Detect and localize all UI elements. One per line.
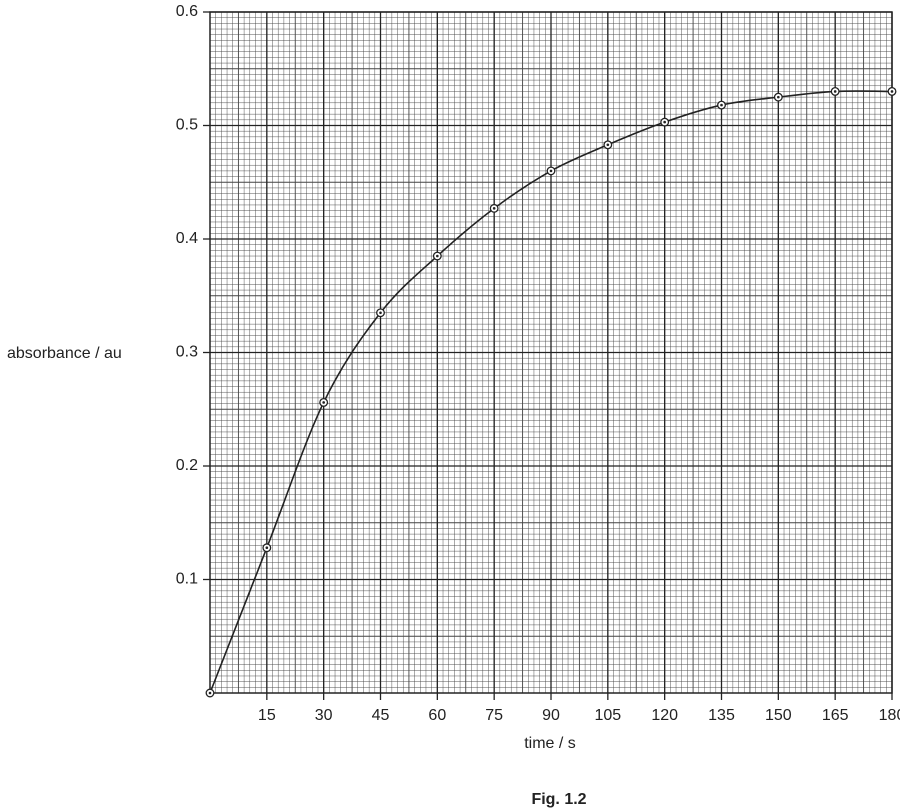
data-point	[319, 397, 329, 407]
data-point	[773, 92, 783, 102]
point-dot	[777, 95, 780, 99]
data-point	[205, 688, 215, 698]
point-dot	[606, 143, 610, 147]
data-point	[830, 86, 840, 96]
plot-frame	[209, 11, 893, 694]
y-tick-label: 0.2	[176, 457, 198, 474]
x-axis-label: time / s	[524, 735, 576, 752]
point-dot	[322, 401, 325, 404]
point-dot	[663, 120, 666, 124]
data-point	[717, 100, 726, 110]
point-dot	[492, 207, 496, 210]
data-line	[209, 90, 893, 694]
y-axis-label: absorbance / au	[7, 345, 122, 362]
data-point	[432, 251, 442, 261]
x-tick-label: 165	[822, 707, 849, 724]
x-tick-label: 15	[258, 707, 276, 724]
x-tick-label: 150	[765, 707, 792, 724]
data-point	[660, 117, 670, 127]
x-tick-label: 45	[372, 707, 390, 724]
x-tick-label: 75	[485, 707, 503, 724]
x-tick-label: 90	[542, 707, 560, 724]
point-dot	[208, 691, 212, 695]
data-point	[262, 543, 272, 553]
data-point	[489, 203, 499, 213]
point-dot	[549, 169, 553, 173]
y-tick-label: 0.6	[176, 3, 198, 20]
y-tick-label: 0.3	[176, 344, 198, 361]
x-tick-label: 30	[315, 707, 333, 724]
x-tick-label: 60	[428, 707, 446, 724]
data-point	[887, 86, 897, 96]
point-dot	[890, 90, 894, 93]
data-point	[603, 140, 613, 150]
y-tick-label: 0.1	[176, 571, 198, 588]
data-point	[546, 166, 556, 176]
chart-title: Fig. 1.2	[531, 791, 586, 808]
point-dot	[436, 254, 439, 258]
point-dot	[379, 311, 382, 315]
data-point	[376, 308, 385, 318]
y-tick-label: 0.5	[176, 117, 198, 134]
point-dot	[720, 103, 723, 107]
x-tick-label: 105	[594, 707, 621, 724]
point-dot	[265, 546, 269, 550]
point-dot	[833, 90, 837, 93]
y-tick-label: 0.4	[176, 230, 198, 247]
x-tick-label: 120	[651, 707, 678, 724]
x-tick-label: 135	[708, 707, 735, 724]
x-tick-label: 180	[879, 707, 900, 724]
